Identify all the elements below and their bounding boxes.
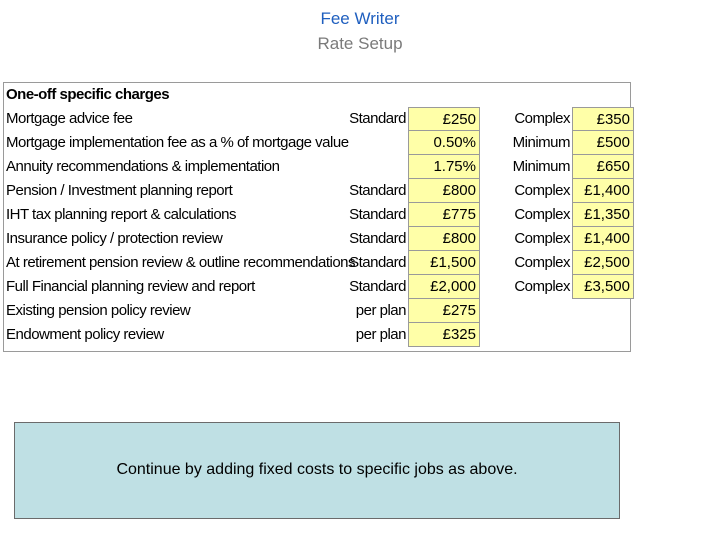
charge-label: Insurance policy / protection review: [6, 230, 223, 247]
charge-label: Mortgage implementation fee as a % of mo…: [6, 134, 349, 151]
rate-value-secondary: £3,500: [584, 278, 630, 295]
rate-input-primary[interactable]: £275: [408, 299, 480, 323]
table-row: Mortgage implementation fee as a % of mo…: [4, 131, 634, 155]
rate-input-primary[interactable]: £775: [408, 203, 480, 227]
charge-type-secondary: Complex: [514, 278, 570, 295]
rate-value-secondary: £500: [596, 134, 630, 151]
charge-type-secondary: Complex: [514, 230, 570, 247]
charge-label: Endowment policy review: [6, 326, 164, 343]
rate-value-primary: £775: [442, 206, 476, 223]
charge-type-primary: Standard: [349, 278, 406, 295]
rate-input-primary[interactable]: 1.75%: [408, 155, 480, 179]
rate-input-primary[interactable]: 0.50%: [408, 131, 480, 155]
charge-type-primary: Standard: [349, 254, 406, 271]
rate-input-secondary[interactable]: £500: [572, 131, 634, 155]
charge-type-primary: per plan: [355, 302, 407, 319]
rate-value-primary: £325: [442, 326, 476, 343]
instruction-text: Continue by adding fixed costs to specif…: [116, 461, 518, 478]
table-row: Existing pension policy review per plan …: [4, 299, 630, 323]
table-row: Full Financial planning review and repor…: [4, 275, 634, 299]
rate-value-primary: 0.50%: [433, 134, 476, 151]
rate-input-primary[interactable]: £800: [408, 179, 480, 203]
charge-label: Pension / Investment planning report: [6, 182, 233, 199]
rate-input-secondary[interactable]: £1,350: [572, 203, 634, 227]
rate-input-primary[interactable]: £325: [408, 323, 480, 347]
charge-type-secondary: Complex: [514, 182, 570, 199]
table-row: IHT tax planning report & calculations S…: [4, 203, 634, 227]
rate-value-secondary: £1,350: [584, 206, 630, 223]
charge-type-primary: Standard: [349, 110, 406, 127]
charges-spreadsheet: One-off specific charges Mortgage advice…: [3, 82, 634, 352]
charge-label: Annuity recommendations & implementation: [6, 158, 280, 175]
rate-value-secondary: £650: [596, 158, 630, 175]
table-row: Endowment policy review per plan £325: [4, 323, 630, 347]
table-row: Mortgage advice fee Standard £250 Comple…: [4, 107, 634, 131]
charge-label: Full Financial planning review and repor…: [6, 278, 255, 295]
sheet-heading: One-off specific charges: [6, 86, 170, 103]
instruction-box: Continue by adding fixed costs to specif…: [14, 422, 620, 519]
rate-value-primary: £2,000: [430, 278, 476, 295]
charge-type-primary: per plan: [355, 326, 407, 343]
charge-type-primary: Standard: [349, 182, 406, 199]
charge-type-secondary: Complex: [514, 110, 570, 127]
rate-input-secondary[interactable]: £1,400: [572, 179, 634, 203]
rate-input-secondary[interactable]: £650: [572, 155, 634, 179]
charge-type-secondary: Complex: [514, 254, 570, 271]
rate-value-primary: £1,500: [430, 254, 476, 271]
rate-input-primary[interactable]: £2,000: [408, 275, 480, 299]
table-row: At retirement pension review & outline r…: [4, 251, 634, 275]
rate-value-secondary: £2,500: [584, 254, 630, 271]
rate-value-secondary: £350: [596, 111, 630, 128]
charge-label: Existing pension policy review: [6, 302, 191, 319]
rate-input-primary[interactable]: £250: [408, 107, 480, 131]
table-row: Annuity recommendations & implementation…: [4, 155, 634, 179]
rate-value-primary: 1.75%: [433, 158, 476, 175]
sheet-heading-row: One-off specific charges: [4, 83, 630, 107]
charge-label: IHT tax planning report & calculations: [6, 206, 237, 223]
rate-value-primary: £800: [442, 182, 476, 199]
rate-input-secondary[interactable]: £350: [572, 107, 634, 131]
rate-value-primary: £275: [442, 302, 476, 319]
rate-input-secondary[interactable]: £2,500: [572, 251, 634, 275]
table-row: Insurance policy / protection review Sta…: [4, 227, 634, 251]
charge-type-secondary: Complex: [514, 206, 570, 223]
charge-label: At retirement pension review & outline r…: [6, 254, 356, 271]
rate-value-primary: £250: [442, 111, 476, 128]
rate-value-primary: £800: [442, 230, 476, 247]
app-title: Fee Writer: [320, 9, 400, 28]
rate-value-secondary: £1,400: [584, 230, 630, 247]
table-row: Pension / Investment planning report Sta…: [4, 179, 634, 203]
rate-input-secondary[interactable]: £1,400: [572, 227, 634, 251]
charge-type-secondary: Minimum: [512, 158, 571, 175]
rate-input-primary[interactable]: £1,500: [408, 251, 480, 275]
charge-type-primary: Standard: [349, 206, 406, 223]
charge-type-secondary: Minimum: [512, 134, 571, 151]
page-subtitle: Rate Setup: [317, 34, 403, 53]
charge-type-primary: Standard: [349, 230, 406, 247]
rate-input-primary[interactable]: £800: [408, 227, 480, 251]
rate-input-secondary[interactable]: £3,500: [572, 275, 634, 299]
rate-value-secondary: £1,400: [584, 182, 630, 199]
charge-label: Mortgage advice fee: [6, 110, 133, 127]
